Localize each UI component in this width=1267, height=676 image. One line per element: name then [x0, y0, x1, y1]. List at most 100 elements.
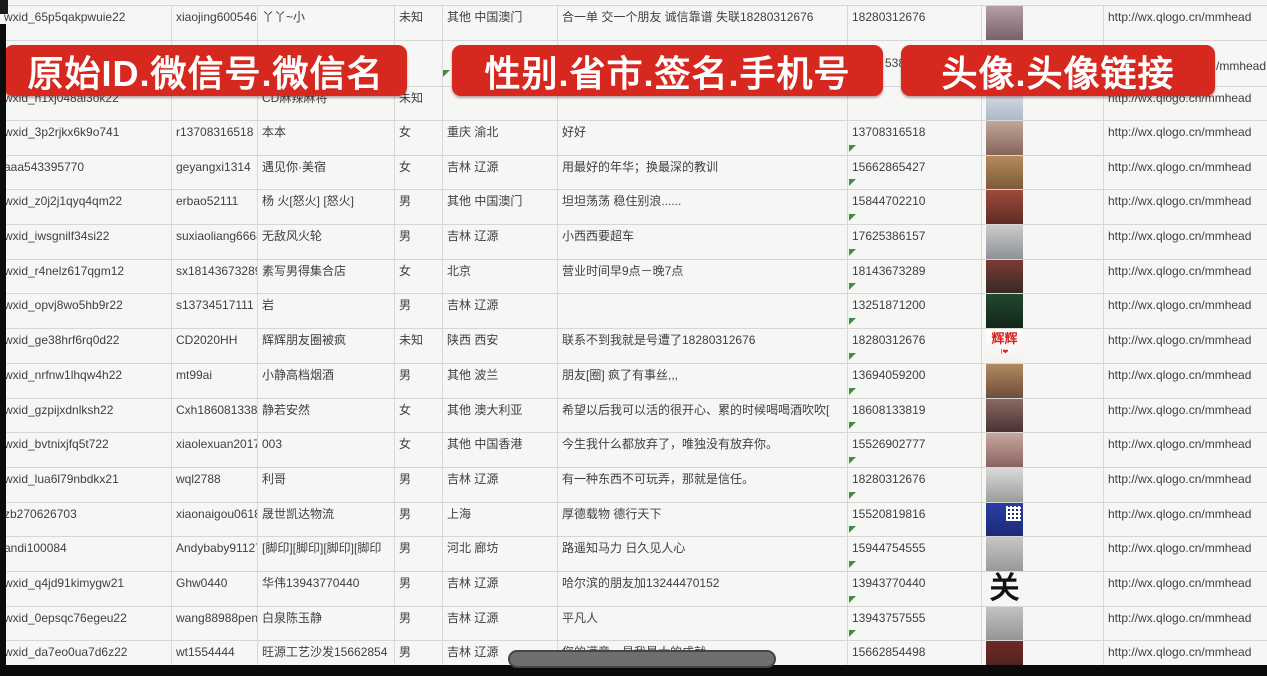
cell-wechat-id[interactable]: suxiaoliang666888 — [172, 225, 258, 259]
cell-signature[interactable]: 希望以后我可以活的很开心、累的时候喝喝酒吹吹[ — [558, 398, 848, 433]
cell-wechat-name[interactable]: 辉辉朋友圈被疯 — [258, 329, 395, 363]
cell-avatar[interactable] — [982, 606, 1104, 641]
cell-wechat-name[interactable]: 003 — [258, 433, 395, 467]
cell-phone[interactable]: 18280312676 — [848, 6, 982, 40]
cell-avatar-url[interactable]: http://wx.qlogo.cn/mmhead — [1104, 329, 1267, 363]
cell-gender[interactable]: 男 — [395, 225, 443, 259]
cell-wechat-id[interactable]: r13708316518 — [172, 121, 258, 155]
cell-avatar-url[interactable]: http://wx.qlogo.cn/mmhead — [1104, 156, 1267, 190]
cell-avatar-url[interactable]: http://wx.qlogo.cn/mmhead — [1104, 121, 1267, 155]
cell-region[interactable]: 吉林 辽源 — [443, 606, 558, 641]
cell-gender[interactable]: 女 — [395, 121, 443, 155]
cell-gender[interactable]: 未知 — [395, 329, 443, 363]
cell-wechat-id[interactable]: geyangxi1314 — [172, 155, 258, 190]
cell-avatar[interactable] — [982, 225, 1104, 259]
cell-wechat-name[interactable]: 白泉陈玉静 — [258, 606, 395, 641]
cell-region[interactable]: 吉林 辽源 — [443, 225, 558, 259]
cell-wechat-name[interactable]: 无敌风火轮 — [258, 225, 395, 259]
cell-phone[interactable]: 15520819816 — [848, 502, 982, 537]
cell-phone[interactable]: 15944754555 — [848, 537, 982, 571]
cell-gender[interactable]: 未知 — [395, 87, 443, 120]
cell-wechat-id[interactable]: CD2020HH — [172, 329, 258, 363]
cell-original-id[interactable]: zb270626703 — [0, 502, 172, 537]
cell-wechat-name[interactable]: 华伟13943770440 — [258, 571, 395, 606]
cell-avatar[interactable] — [982, 363, 1104, 398]
cell-avatar-url[interactable]: http://wx.qlogo.cn/mmhead — [1104, 607, 1267, 641]
cell-region[interactable]: 陕西 西安 — [443, 329, 558, 363]
cell-wechat-name[interactable]: 素写男得集合店 — [258, 259, 395, 294]
cell-original-id[interactable]: wxid_iwsgnilf34si22 — [0, 225, 172, 259]
cell-gender[interactable] — [395, 41, 443, 86]
cell-phone[interactable]: 15844702210 — [848, 190, 982, 225]
cell-wechat-id[interactable]: erbao52111 — [172, 190, 258, 225]
horizontal-scrollbar-thumb[interactable] — [508, 650, 776, 668]
cell-gender[interactable]: 男 — [395, 571, 443, 606]
cell-wechat-name[interactable]: 利哥 — [258, 467, 395, 502]
cell-gender[interactable]: 男 — [395, 363, 443, 398]
cell-wechat-id[interactable]: Andybaby91127 — [172, 537, 258, 571]
cell-wechat-name[interactable]: 岩 — [258, 294, 395, 329]
cell-phone[interactable] — [848, 87, 982, 120]
cell-wechat-name[interactable]: 静若安然 — [258, 398, 395, 433]
cell-original-id[interactable]: wxid_0epsqc76egeu22 — [0, 606, 172, 641]
cell-avatar[interactable] — [982, 433, 1104, 467]
cell-phone[interactable]: 13251871200 — [848, 294, 982, 329]
cell-gender[interactable]: 女 — [395, 398, 443, 433]
cell-avatar[interactable]: 关 — [982, 571, 1104, 606]
cell-signature[interactable]: 联系不到我就是号遭了18280312676 — [558, 329, 848, 363]
cell-avatar-url[interactable]: http://wx.qlogo.cn/mmhead — [1104, 433, 1267, 467]
cell-original-id[interactable]: wxid_da7eo0ua7d6z22 — [0, 641, 172, 675]
cell-region[interactable]: 其他 澳大利亚 — [443, 398, 558, 433]
cell-region[interactable] — [443, 87, 558, 120]
cell-phone[interactable]: 15662865427 — [848, 155, 982, 190]
cell-original-id[interactable]: aaa543395770 — [0, 155, 172, 190]
cell-gender[interactable]: 男 — [395, 467, 443, 502]
cell-phone[interactable]: 13943770440 — [848, 571, 982, 606]
cell-signature[interactable]: 好好 — [558, 121, 848, 155]
cell-avatar-url[interactable]: http://wx.qlogo.cn/mmhead — [1104, 294, 1267, 328]
cell-gender[interactable]: 未知 — [395, 6, 443, 40]
cell-gender[interactable]: 男 — [395, 641, 443, 675]
cell-avatar-url[interactable]: http://wx.qlogo.cn/mmhead — [1104, 364, 1267, 398]
cell-gender[interactable]: 男 — [395, 606, 443, 641]
cell-wechat-name[interactable]: [脚印][脚印][脚印][脚印 — [258, 537, 395, 571]
cell-wechat-id[interactable]: xiaonaigou061827 — [172, 502, 258, 537]
cell-signature[interactable]: 朋友[圈] 疯了有事丝,,, — [558, 363, 848, 398]
cell-region[interactable]: 其他 中国澳门 — [443, 190, 558, 225]
cell-wechat-id[interactable]: sx18143673289 — [172, 259, 258, 294]
cell-wechat-name[interactable]: 晟世凯达物流 — [258, 502, 395, 537]
cell-phone[interactable]: 18608133819 — [848, 398, 982, 433]
cell-original-id[interactable]: wxid_3p2rjkx6k9o741 — [0, 121, 172, 155]
cell-avatar-url[interactable]: http://wx.qlogo.cn/mmhead — [1104, 503, 1267, 537]
cell-avatar[interactable] — [982, 121, 1104, 155]
cell-wechat-name[interactable]: 旺源工艺沙发15662854 — [258, 641, 395, 675]
cell-avatar-url[interactable]: http://wx.qlogo.cn/mmhead — [1104, 260, 1267, 294]
cell-avatar[interactable] — [982, 190, 1104, 225]
cell-region[interactable]: 吉林 辽源 — [443, 294, 558, 329]
cell-wechat-id[interactable]: Ghw0440 — [172, 571, 258, 606]
cell-original-id[interactable]: wxid_bvtnixjfq5t722 — [0, 433, 172, 467]
cell-wechat-name[interactable]: 遇见你·美宿 — [258, 155, 395, 190]
cell-region[interactable]: 重庆 渝北 — [443, 121, 558, 155]
cell-avatar[interactable] — [982, 467, 1104, 502]
cell-region[interactable]: 河北 廊坊 — [443, 537, 558, 571]
cell-phone[interactable]: 17625386157 — [848, 225, 982, 259]
cell-avatar[interactable] — [982, 6, 1104, 40]
cell-avatar-url[interactable]: http://wx.qlogo.cn/mmhead — [1104, 641, 1267, 675]
cell-phone[interactable]: 18280312676 — [848, 467, 982, 502]
cell-original-id[interactable]: wxid_nrfnw1lhqw4h22 — [0, 363, 172, 398]
cell-avatar[interactable] — [982, 537, 1104, 571]
cell-avatar-url[interactable]: http://wx.qlogo.cn/mmhead — [1104, 225, 1267, 259]
cell-original-id[interactable]: wxid_q4jd91kimygw21 — [0, 571, 172, 606]
cell-avatar-url[interactable]: http://wx.qlogo.cn/mmhead — [1104, 6, 1267, 40]
cell-region[interactable]: 吉林 辽源 — [443, 467, 558, 502]
cell-wechat-id[interactable]: xiaojing600546 — [172, 6, 258, 40]
cell-signature[interactable] — [558, 294, 848, 329]
cell-signature[interactable]: 平凡人 — [558, 606, 848, 641]
cell-original-id[interactable]: andi100084 — [0, 537, 172, 571]
cell-gender[interactable]: 男 — [395, 190, 443, 225]
cell-region[interactable]: 上海 — [443, 502, 558, 537]
cell-original-id[interactable]: wxid_65p5qakpwuie22 — [0, 6, 172, 40]
cell-gender[interactable]: 女 — [395, 259, 443, 294]
cell-avatar[interactable] — [982, 155, 1104, 190]
